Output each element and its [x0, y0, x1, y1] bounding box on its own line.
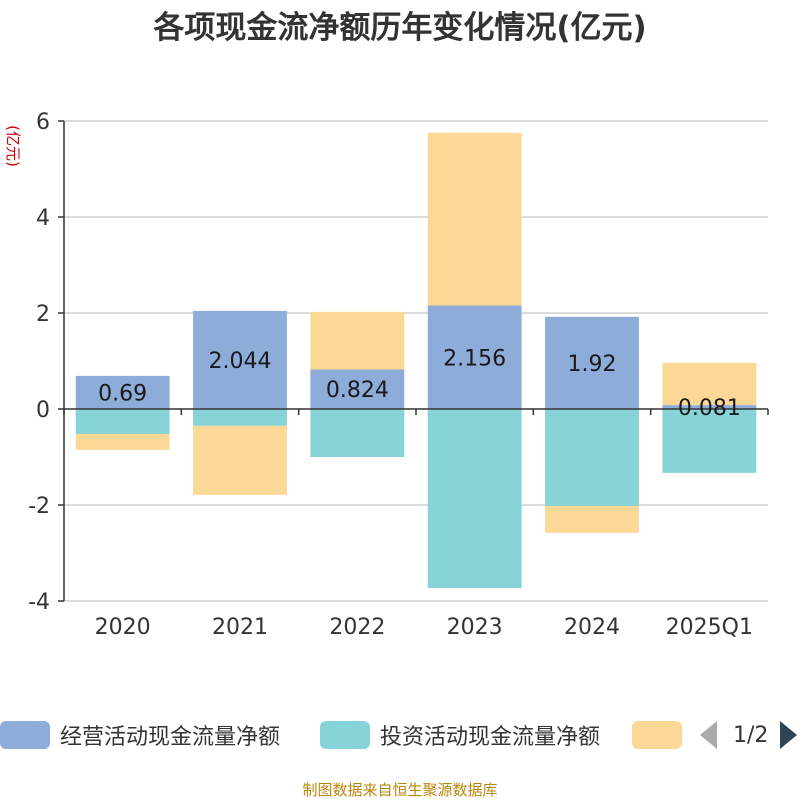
data-label: 2.156 — [443, 346, 506, 371]
data-labels: 0.69 2.044 0.824 2.156 1.92 0.081 — [98, 346, 741, 421]
chart-title: 各项现金流净额历年变化情况(亿元) — [153, 10, 647, 46]
bar-segment-investing[interactable] — [662, 409, 757, 473]
y-tick-label: -4 — [28, 590, 50, 615]
bar-segment-investing[interactable] — [310, 409, 405, 457]
legend-page-indicator: 1/2 — [733, 722, 769, 748]
bar-segment-investing[interactable] — [193, 409, 287, 426]
bar-segment-operating[interactable] — [310, 369, 405, 409]
bar-segment-operating[interactable] — [427, 305, 522, 409]
data-label: 0.69 — [98, 381, 147, 406]
bar-segment-financing[interactable] — [545, 505, 639, 533]
y-tick-label: 6 — [36, 110, 50, 135]
x-tick-label: 2020 — [95, 615, 151, 640]
bar-segment-investing[interactable] — [75, 409, 170, 434]
grid-lines — [64, 120, 768, 602]
y-tick-label: 0 — [36, 398, 50, 423]
x-tick-label: 2021 — [212, 615, 268, 640]
legend: 经营活动现金流量净额 投资活动现金流量净额 1/2 — [0, 716, 800, 754]
source-note: 制图数据来自恒生聚源数据库 — [302, 781, 498, 799]
legend-label-investing: 投资活动现金流量净额 — [380, 725, 601, 750]
data-label: 1.92 — [568, 352, 617, 377]
bars — [75, 132, 757, 589]
legend-swatch-operating — [0, 721, 50, 749]
bar-segment-investing[interactable] — [545, 409, 639, 506]
x-tick-label: 2022 — [329, 615, 385, 640]
data-label: 2.044 — [209, 349, 272, 374]
bar-segment-operating[interactable] — [662, 405, 757, 409]
legend-pager: 1/2 — [700, 716, 798, 754]
bar-segment-operating[interactable] — [193, 310, 287, 409]
legend-item-operating[interactable]: 经营活动现金流量净额 — [0, 716, 280, 754]
bar-segment-financing[interactable] — [193, 425, 287, 495]
legend-swatch-investing — [320, 721, 370, 749]
bar-segment-financing[interactable] — [75, 433, 170, 450]
legend-swatch-financing — [632, 721, 682, 749]
bar-segment-financing[interactable] — [310, 311, 405, 370]
y-tick-label: 4 — [36, 206, 50, 231]
legend-item-financing[interactable] — [632, 716, 692, 754]
x-tick-label: 2023 — [447, 615, 503, 640]
data-label: 0.081 — [678, 396, 741, 421]
bar-segment-financing[interactable] — [427, 132, 522, 306]
data-label: 0.824 — [326, 378, 389, 403]
axes: -4 -2 0 2 4 6 2020 2021 2022 2023 2024 2025Q1 — [28, 110, 769, 640]
x-tick-label: 2024 — [564, 615, 620, 640]
y-tick-label: -2 — [28, 494, 50, 519]
bar-segment-operating[interactable] — [75, 375, 170, 409]
legend-label-operating: 经营活动现金流量净额 — [60, 725, 281, 750]
bar-segment-financing[interactable] — [662, 362, 757, 406]
legend-prev-page-icon[interactable] — [700, 721, 717, 749]
legend-item-investing[interactable]: 投资活动现金流量净额 — [320, 716, 600, 754]
y-tick-label: 2 — [36, 302, 50, 327]
legend-next-page-icon[interactable] — [780, 721, 798, 749]
bar-segment-operating[interactable] — [545, 316, 639, 409]
x-tick-label: 2025Q1 — [666, 615, 753, 640]
y-axis-label: (亿元) — [4, 125, 22, 167]
bar-segment-investing[interactable] — [427, 409, 522, 589]
